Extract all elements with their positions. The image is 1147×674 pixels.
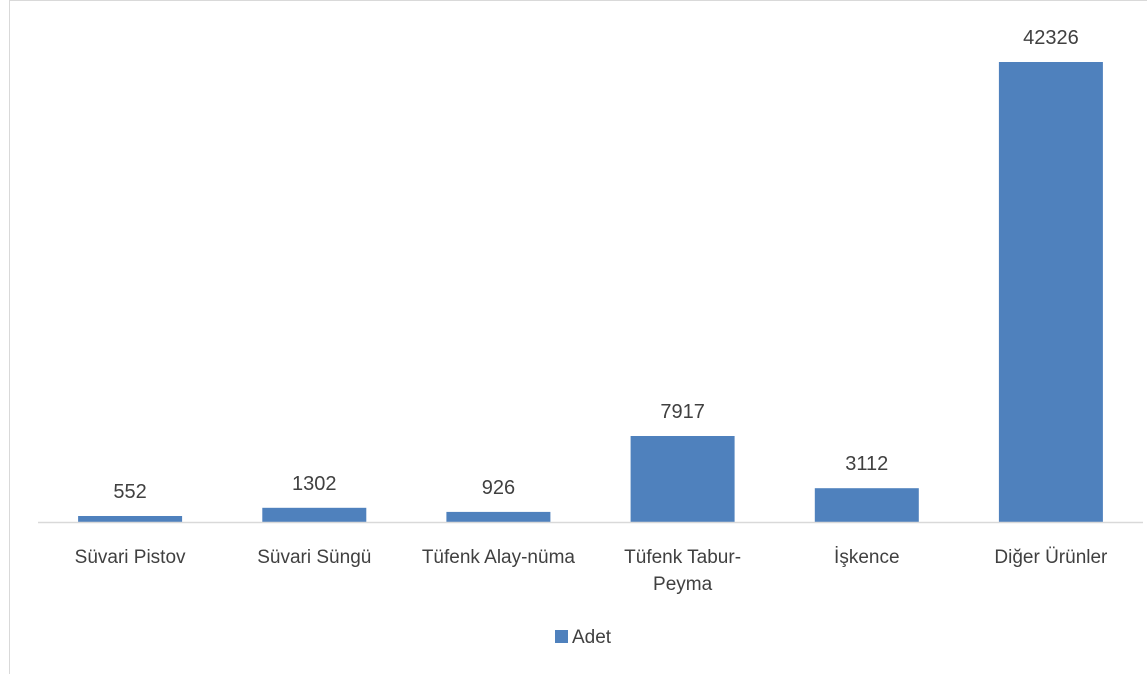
category-labels-layer: Süvari Pistov Süvari Süngü Tüfenk Alay-nüm…: [75, 547, 1108, 595]
category-label: Diğer Ürünler: [994, 547, 1108, 568]
bar: [78, 516, 183, 522]
category-label: Peyma: [653, 574, 713, 595]
bar: [262, 507, 367, 522]
category-label: İşkence: [834, 547, 899, 568]
bar-value-label: 1302: [292, 473, 337, 495]
bar: [814, 488, 919, 522]
bar-value-label: 926: [482, 477, 515, 499]
value-labels-layer: 552 1302 926 7917 3112 42326: [113, 27, 1078, 503]
category-label: Süvari Süngü: [257, 547, 371, 568]
category-label: Tüfenk Tabur-: [624, 547, 741, 568]
bar-value-label: 552: [113, 481, 146, 503]
bar: [998, 62, 1103, 522]
legend-label: Adet: [572, 627, 612, 648]
bar-value-label: 3112: [845, 453, 888, 475]
legend: Adet: [555, 627, 612, 648]
bar: [630, 436, 735, 522]
bars-layer: [78, 62, 1103, 522]
bar-value-label: 42326: [1023, 27, 1079, 49]
bar: [446, 511, 551, 522]
bar-value-label: 7917: [660, 401, 705, 423]
legend-swatch: [555, 630, 568, 643]
category-label: Süvari Pistov: [75, 547, 186, 568]
chart-area: [9, 0, 1147, 674]
category-label: Tüfenk Alay-nüma: [422, 547, 576, 568]
